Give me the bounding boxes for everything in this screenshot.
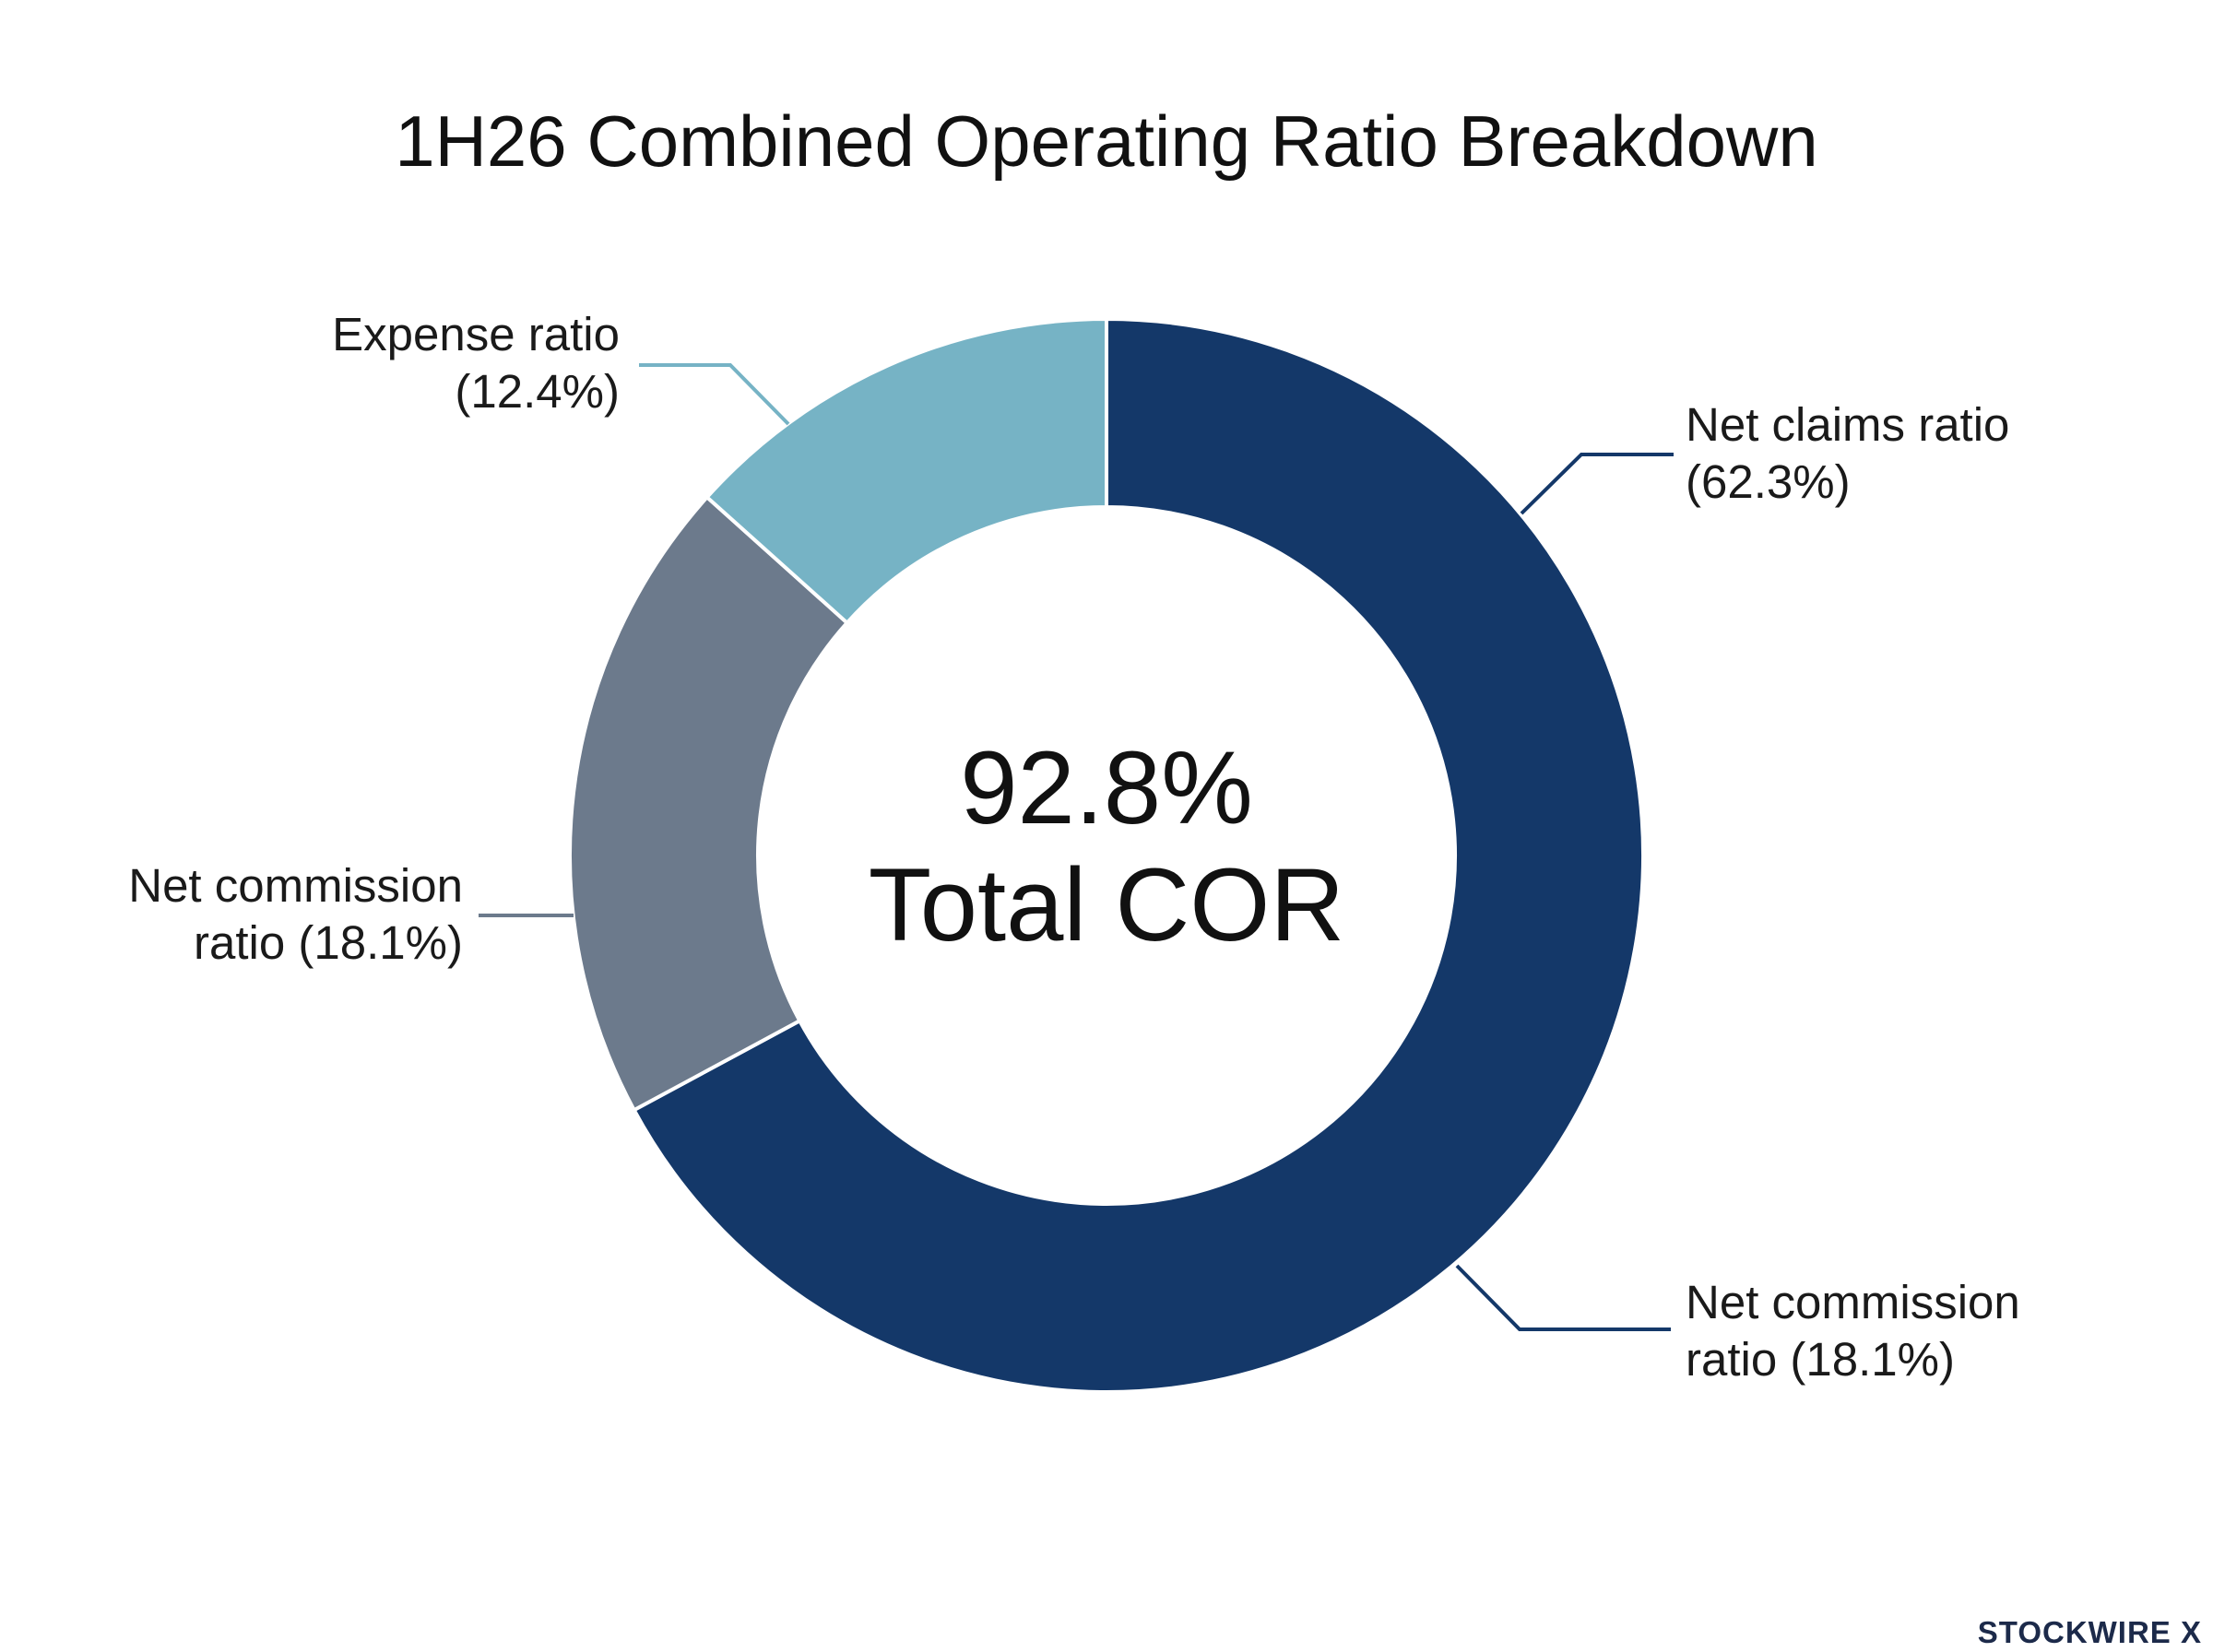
center-total-value: 92.8% (960, 730, 1253, 845)
brand-logo: STOCKWIRE X (1978, 1615, 2202, 1649)
extra-leader-line (1455, 1264, 1671, 1331)
net-commission-label-line-2: ratio (18.1%) (194, 916, 463, 969)
expense-label-line-2: (12.4%) (455, 365, 620, 418)
net-claims-leader-line (1520, 453, 1674, 515)
donut-slice-net-commission-ratio (568, 494, 850, 1113)
chart-title: 1H26 Combined Operating Ratio Breakdown (395, 100, 1818, 182)
extra-label-line-1: Net commission (1686, 1276, 2020, 1328)
expense-leader-line (639, 363, 790, 426)
net-claims-label-line-1: Net claims ratio (1686, 398, 2009, 451)
extra-label-line-2: ratio (18.1%) (1686, 1333, 1955, 1386)
net-claims-label-line-2: (62.3%) (1686, 455, 1851, 508)
net-commission-label-line-1: Net commission (128, 859, 463, 912)
center-total-label: Total COR (869, 847, 1345, 962)
expense-label-line-1: Expense ratio (332, 308, 620, 360)
donut-slices (568, 316, 1645, 1394)
donut-slice-expense-ratio (704, 316, 1108, 626)
donut-slice-net-claims-ratio (631, 316, 1645, 1394)
